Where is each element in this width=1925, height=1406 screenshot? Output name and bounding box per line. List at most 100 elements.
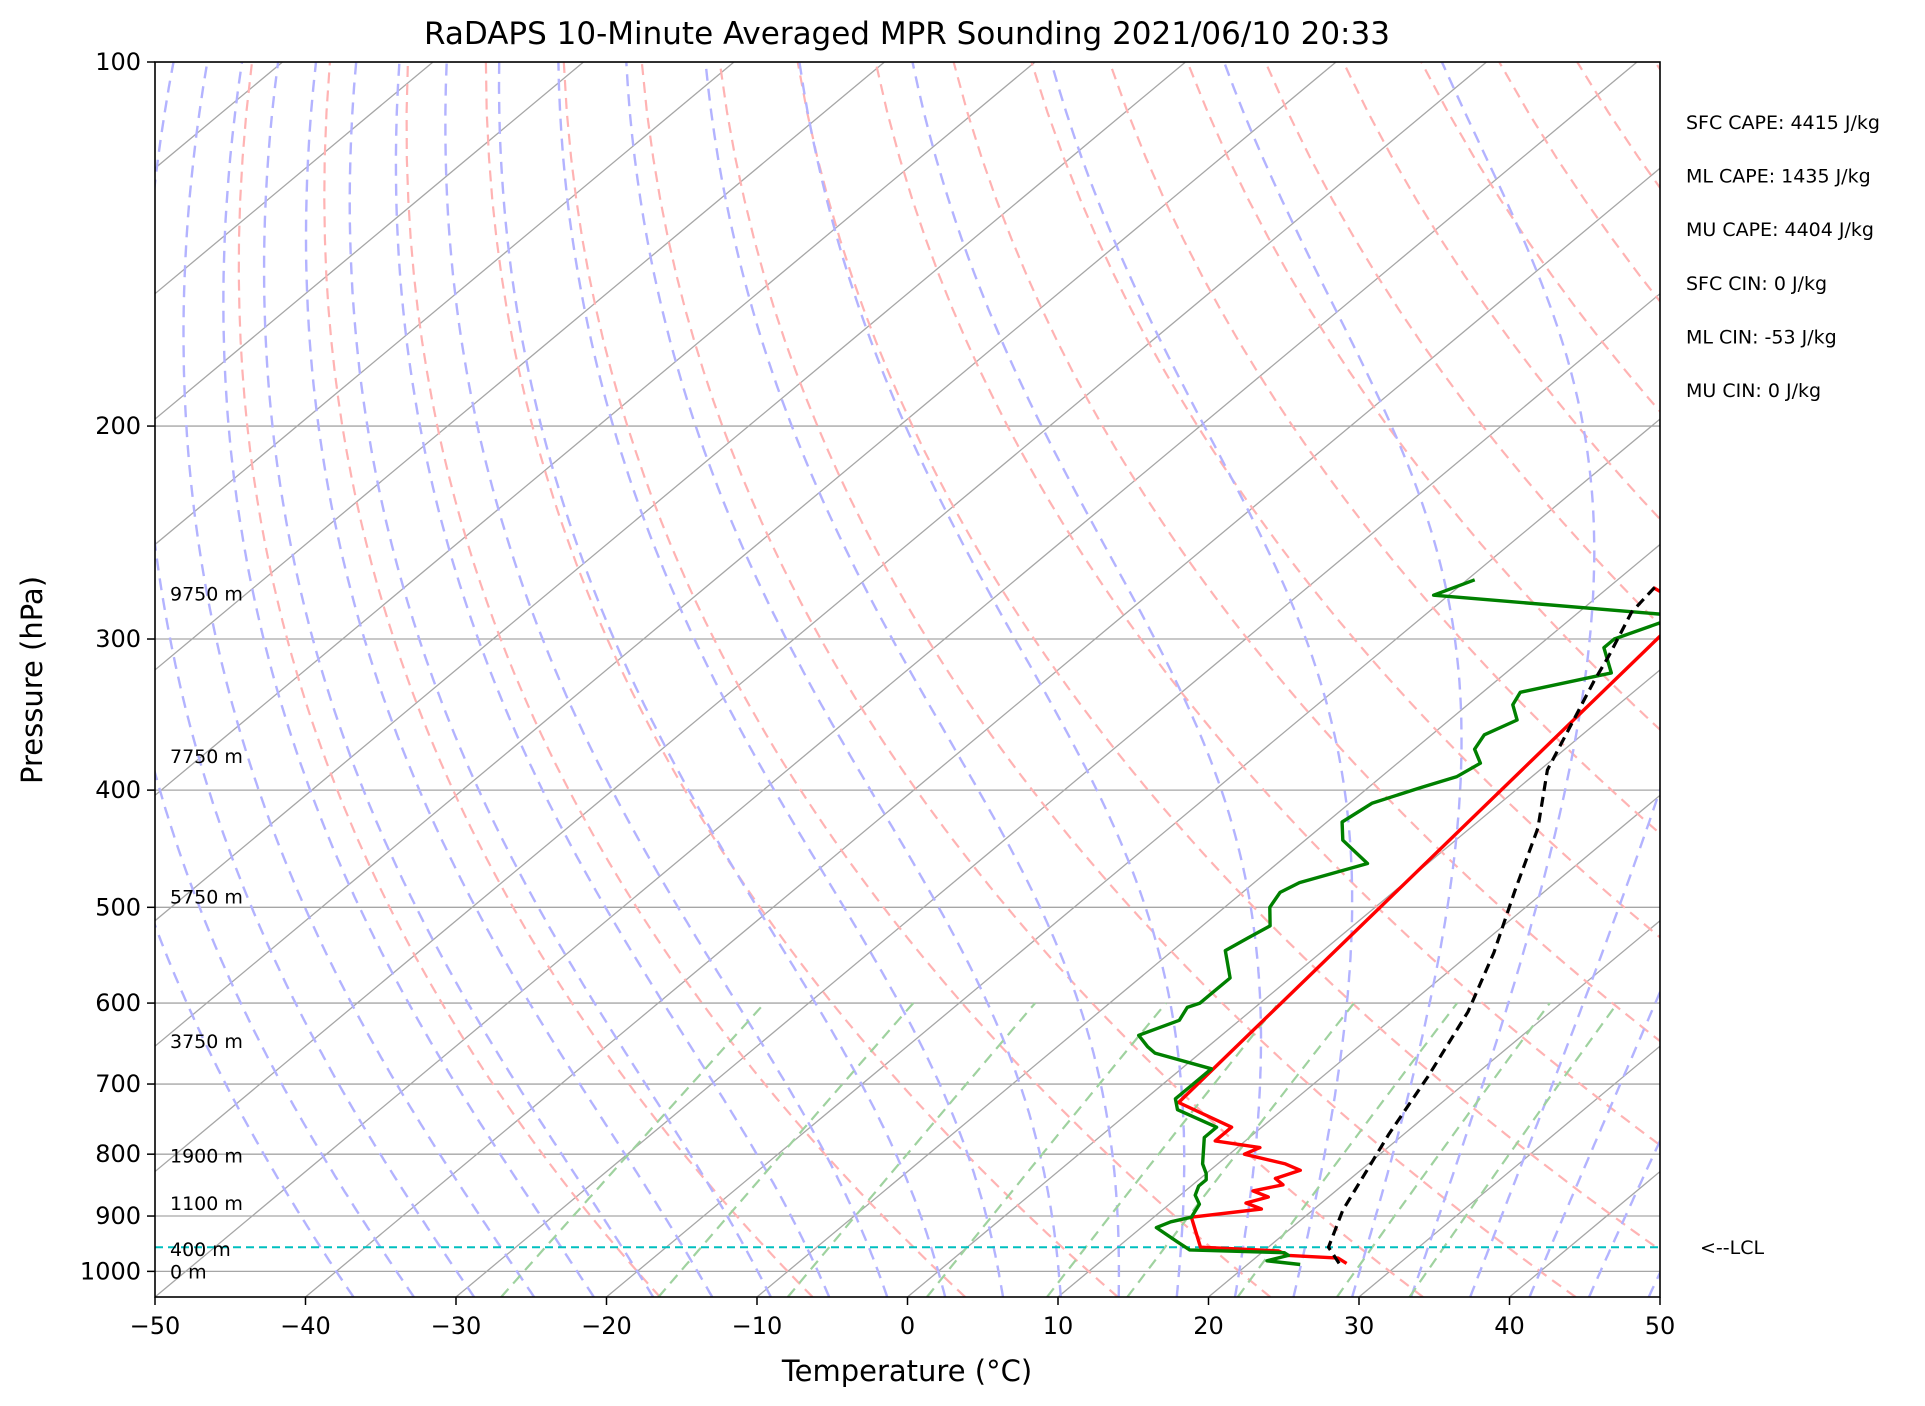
sounding-series: [1136, 578, 1660, 1267]
height-label: 400 m: [170, 1239, 231, 1261]
isotherm-line: [455, 292, 1660, 1297]
mixing-ratio-line: [1046, 1002, 1280, 1297]
height-label: 5750 m: [170, 887, 243, 909]
dry-adiabat-line: [405, 62, 966, 1297]
moist-adiabat-line: [394, 62, 831, 1297]
y-axis-label: Pressure (hPa): [15, 576, 49, 784]
y-tick-label: 400: [95, 776, 141, 804]
y-tick-label: 100: [95, 48, 141, 76]
x-axis-label: Temperature (°C): [781, 1354, 1032, 1388]
moist-adiabat-line: [155, 921, 355, 1297]
isotherm-line: [155, 62, 1487, 1173]
height-labels: 9750 m 7750 m 5750 m 3750 m 1900 m 1100 m 400 …: [170, 583, 243, 1283]
dry-adiabat-line: [718, 62, 1577, 1297]
moist-adiabat-line: [182, 62, 536, 1297]
moist-adiabat-line: [1409, 62, 1596, 1297]
mixing-ratio-line: [1408, 1002, 1619, 1297]
moist-adiabat-line: [1050, 62, 1354, 1297]
stability-index-label: ML CAPE: 1435 J/kg: [1686, 166, 1871, 188]
moist-adiabat-line: [262, 62, 655, 1297]
y-tick-label: 300: [95, 625, 141, 653]
moist-adiabats: [155, 62, 1660, 1297]
x-tick-label: −50: [130, 1312, 181, 1340]
dry-adiabat-line: [1264, 62, 1660, 627]
height-label: 3750 m: [170, 1031, 243, 1053]
dewpoint-line: [1136, 578, 1660, 1267]
stability-index-label: ML CIN: -53 J/kg: [1686, 326, 1837, 348]
x-tick-label: −10: [732, 1312, 783, 1340]
parcel-line: [1326, 582, 1660, 1265]
moist-adiabat-line: [798, 62, 1186, 1297]
moist-adiabat-line: [1222, 62, 1463, 1297]
isotherm-line: [1358, 1045, 1660, 1297]
stability-index-label: MU CAPE: 4404 J/kg: [1686, 219, 1874, 241]
isotherm-line: [155, 62, 885, 671]
dry-adiabat-line: [237, 62, 661, 1297]
stability-index-label: SFC CIN: 0 J/kg: [1686, 273, 1827, 295]
x-tick-label: 30: [1344, 1312, 1375, 1340]
mixing-ratio-line: [1126, 1002, 1355, 1297]
y-tick-label: 600: [95, 989, 141, 1017]
height-label: 0 m: [170, 1261, 207, 1283]
isotherm-line: [1208, 919, 1660, 1297]
moist-adiabat-line: [155, 62, 476, 1297]
lcl-label-group: <--LCL: [1700, 1237, 1764, 1259]
dry-adiabat-line: [796, 62, 1660, 1252]
dry-adiabat-line: [484, 62, 1119, 1297]
mixing-ratio-line: [1236, 1002, 1458, 1297]
x-tick-label: −40: [280, 1312, 331, 1340]
moist-adiabat-line: [222, 62, 595, 1297]
mixing-ratio-line: [657, 1002, 915, 1297]
height-label: 9750 m: [170, 583, 243, 605]
y-tick-label: 500: [95, 893, 141, 921]
dry-adiabat-line: [952, 62, 1660, 1043]
y-tick-label: 800: [95, 1140, 141, 1168]
temperature-line: [1176, 586, 1660, 1265]
moist-adiabat-line: [704, 62, 1121, 1297]
moist-adiabat-line: [348, 62, 772, 1297]
isotherm-line: [155, 62, 584, 420]
y-tick-label: 700: [95, 1070, 141, 1098]
x-tick-label: 20: [1193, 1312, 1224, 1340]
mixing-ratio-lines: [500, 1002, 1619, 1297]
moist-adiabat-line: [497, 62, 947, 1297]
y-tick-label: 200: [95, 412, 141, 440]
x-axis-ticks: −50 −40 −30 −20 −10 0 10 20 30 40 50: [130, 1297, 1676, 1340]
moist-adiabat-line: [557, 62, 1005, 1297]
chart-title: RaDAPS 10-Minute Averaged MPR Sounding 2…: [424, 16, 1390, 52]
x-tick-label: −30: [431, 1312, 482, 1340]
mixing-ratio-line: [926, 1002, 1167, 1297]
moist-adiabat-line: [444, 62, 889, 1297]
x-tick-label: 10: [1043, 1312, 1074, 1340]
stability-indices: SFC CAPE: 4415 J/kg ML CAPE: 1435 J/kg MU …: [1686, 112, 1880, 402]
isotherm-line: [606, 418, 1660, 1297]
stability-index-label: MU CIN: 0 J/kg: [1686, 380, 1821, 402]
isotherm-line: [155, 62, 735, 546]
dry-adiabat-line: [874, 62, 1660, 1147]
isotherm-line: [1057, 794, 1660, 1297]
height-label: 1900 m: [170, 1145, 243, 1167]
height-label: 7750 m: [170, 746, 243, 768]
dry-adiabat-line: [1186, 62, 1660, 732]
moist-adiabat-line: [304, 62, 714, 1297]
isotherm-line: [155, 62, 1036, 797]
y-tick-label: 1000: [80, 1257, 141, 1285]
dry-adiabat-line: [562, 62, 1272, 1297]
isobar-grid: [155, 62, 1660, 1273]
height-label: 1100 m: [170, 1193, 243, 1215]
isotherm-line: [155, 62, 1186, 922]
mixing-ratio-line: [500, 1002, 766, 1297]
stability-index-label: SFC CAPE: 4415 J/kg: [1686, 112, 1880, 134]
moist-adiabat-line: [155, 768, 415, 1297]
x-tick-label: 40: [1494, 1312, 1525, 1340]
isotherm-line: [305, 167, 1660, 1297]
isotherm-line: [907, 669, 1660, 1297]
y-tick-label: 900: [95, 1202, 141, 1230]
x-tick-label: 0: [900, 1312, 915, 1340]
x-tick-label: 50: [1645, 1312, 1676, 1340]
moist-adiabat-line: [625, 62, 1062, 1297]
isotherm-line: [155, 62, 1337, 1048]
y-axis-ticks: 100 200 300 400 500 600 700 800 900 1000: [80, 48, 155, 1285]
